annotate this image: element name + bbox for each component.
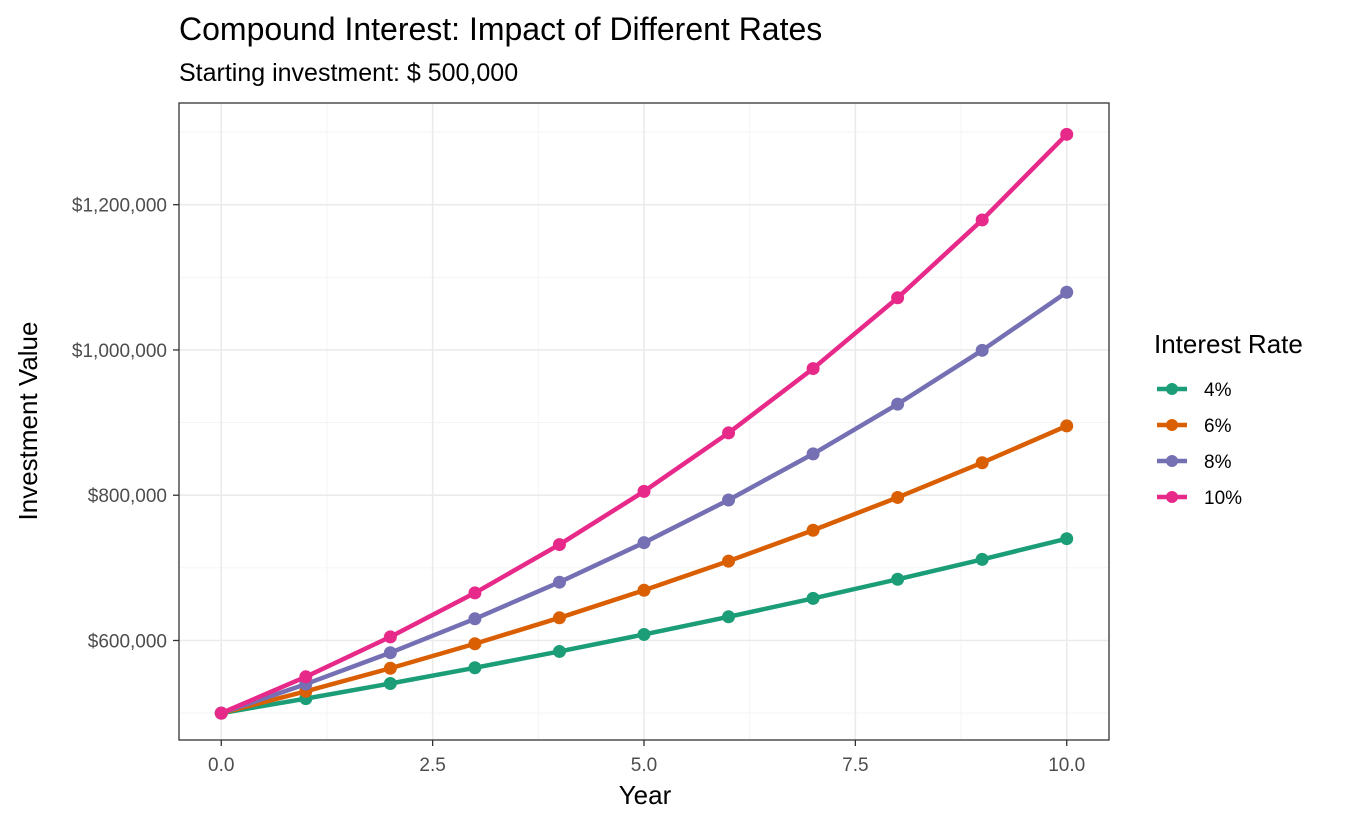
- legend-label: 10%: [1204, 488, 1242, 509]
- data-point: [722, 554, 736, 568]
- legend: Interest Rate 4% 6% 8% 10%: [1154, 329, 1303, 509]
- legend-label: 8%: [1204, 452, 1232, 473]
- data-point: [637, 484, 651, 498]
- data-point: [552, 538, 566, 552]
- data-point: [722, 493, 736, 507]
- x-tick-label: 5.0: [631, 755, 657, 776]
- data-point: [806, 447, 820, 461]
- series-4pct: [214, 532, 1074, 720]
- data-point: [468, 586, 482, 600]
- x-axis-title: Year: [619, 780, 672, 810]
- data-point: [468, 661, 482, 675]
- data-point: [891, 397, 905, 411]
- data-point: [806, 591, 820, 605]
- data-point: [214, 706, 228, 720]
- data-point: [891, 291, 905, 305]
- data-point: [552, 611, 566, 625]
- data-point: [891, 490, 905, 504]
- data-point: [637, 536, 651, 550]
- data-point: [468, 612, 482, 626]
- y-tick-label: $800,000: [88, 486, 167, 507]
- data-point: [383, 630, 397, 644]
- x-tick-label: 7.5: [842, 755, 868, 776]
- data-point: [468, 637, 482, 651]
- legend-label: 6%: [1204, 416, 1232, 437]
- data-point: [891, 572, 905, 586]
- legend-key-point: [1166, 455, 1178, 467]
- data-point: [806, 523, 820, 537]
- data-point: [383, 676, 397, 690]
- chart-title: Compound Interest: Impact of Different R…: [179, 11, 822, 47]
- data-point: [1060, 285, 1074, 299]
- legend-title: Interest Rate: [1154, 329, 1303, 359]
- data-point: [806, 362, 820, 376]
- axes: 0.0 2.5 5.0 7.5 10.0 $600,000 $800,000 $1,000,0…: [72, 196, 1085, 776]
- data-series: [214, 127, 1074, 720]
- data-point: [975, 456, 989, 470]
- data-point: [637, 583, 651, 597]
- data-point: [1060, 532, 1074, 546]
- data-point: [299, 670, 313, 684]
- data-point: [722, 610, 736, 624]
- legend-key-point: [1166, 491, 1178, 503]
- data-point: [383, 661, 397, 675]
- data-point: [975, 552, 989, 566]
- data-point: [1060, 127, 1074, 141]
- legend-item-10pct: 10%: [1157, 488, 1242, 509]
- x-tick-label: 0.0: [208, 755, 234, 776]
- x-tick-label: 10.0: [1048, 755, 1085, 776]
- data-point: [637, 627, 651, 641]
- legend-key-point: [1166, 383, 1178, 395]
- y-tick-label: $600,000: [88, 631, 167, 652]
- data-point: [722, 426, 736, 440]
- data-point: [975, 213, 989, 227]
- chart-subtitle: Starting investment: $ 500,000: [179, 59, 518, 87]
- y-tick-label: $1,200,000: [72, 196, 167, 217]
- legend-item-4pct: 4%: [1157, 380, 1232, 401]
- grid-lines: [179, 103, 1109, 740]
- legend-item-8pct: 8%: [1157, 452, 1232, 473]
- data-point: [552, 575, 566, 589]
- data-point: [383, 646, 397, 660]
- data-point: [975, 343, 989, 357]
- data-point: [552, 644, 566, 658]
- y-axis-title: Investment Value: [13, 322, 43, 521]
- legend-label: 4%: [1204, 380, 1232, 401]
- data-point: [1060, 419, 1074, 433]
- x-tick-label: 2.5: [419, 755, 445, 776]
- legend-key-point: [1166, 419, 1178, 431]
- legend-item-6pct: 6%: [1157, 416, 1232, 437]
- y-tick-label: $1,000,000: [72, 341, 167, 362]
- series-10pct: [214, 127, 1074, 720]
